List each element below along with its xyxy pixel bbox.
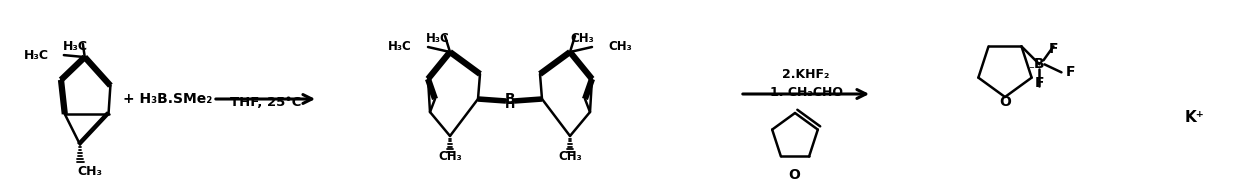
Text: B: B bbox=[505, 92, 516, 106]
Text: H: H bbox=[505, 98, 515, 111]
Text: H₃C: H₃C bbox=[427, 32, 450, 45]
Text: CH₃: CH₃ bbox=[608, 40, 631, 53]
Text: B: B bbox=[1034, 57, 1045, 71]
Text: H₃C: H₃C bbox=[388, 40, 412, 53]
Text: CH₃: CH₃ bbox=[558, 150, 582, 163]
Text: THF, 25°C: THF, 25°C bbox=[229, 96, 301, 109]
Text: O: O bbox=[789, 168, 800, 182]
Text: ⁻: ⁻ bbox=[1028, 65, 1034, 75]
Text: H₃C: H₃C bbox=[24, 49, 48, 62]
Text: F: F bbox=[1034, 76, 1044, 90]
Text: 1. CH₃CHO: 1. CH₃CHO bbox=[770, 86, 842, 99]
Text: K⁺: K⁺ bbox=[1185, 109, 1205, 125]
Text: + H₃B.SMe₂: + H₃B.SMe₂ bbox=[123, 92, 212, 106]
Text: 2.KHF₂: 2.KHF₂ bbox=[782, 68, 830, 81]
Text: CH₃: CH₃ bbox=[438, 150, 461, 163]
Text: F: F bbox=[1065, 65, 1075, 79]
Text: CH₃: CH₃ bbox=[77, 165, 103, 178]
Text: H₃C: H₃C bbox=[63, 40, 88, 53]
Text: O: O bbox=[999, 95, 1011, 109]
Text: CH₃: CH₃ bbox=[570, 32, 594, 45]
Text: F: F bbox=[1049, 42, 1058, 56]
